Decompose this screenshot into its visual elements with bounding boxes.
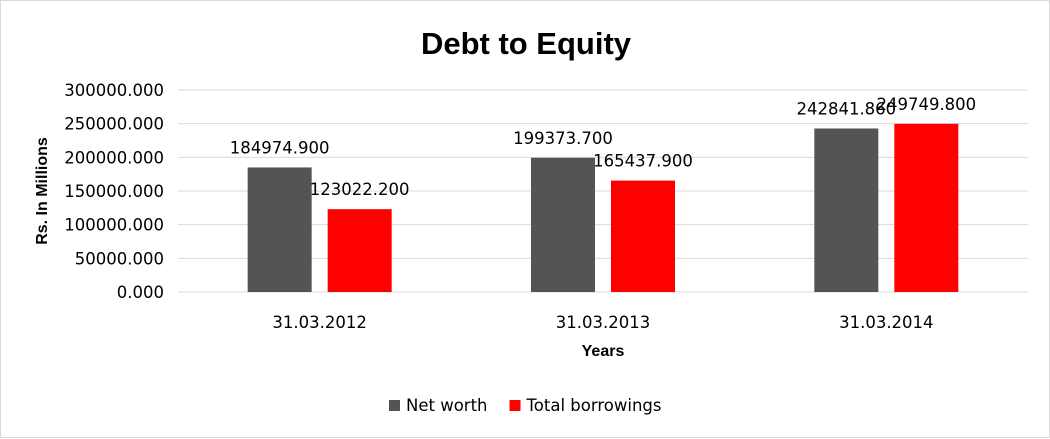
- legend-label: Total borrowings: [526, 396, 662, 415]
- y-axis-title: Rs. In Millions: [34, 137, 51, 245]
- legend-swatch: [389, 400, 400, 411]
- bar-net-worth: [814, 128, 879, 292]
- x-axis-ticks: 31.03.2012 31.03.2013 31.03.2014: [272, 313, 933, 332]
- data-label: 184974.900: [230, 138, 330, 157]
- bar-net-worth: [247, 167, 312, 292]
- data-label: 199373.700: [513, 129, 613, 148]
- gridlines: [178, 89, 1028, 293]
- bar-total-borrowings: [894, 123, 959, 292]
- y-tick-label: 100000.000: [64, 216, 164, 235]
- data-label: 249749.800: [876, 95, 976, 114]
- y-tick-label: 300000.000: [64, 81, 164, 100]
- data-label: 165437.900: [593, 152, 693, 171]
- x-tick-label: 31.03.2012: [272, 313, 366, 332]
- bar-total-borrowings: [327, 209, 392, 292]
- y-tick-label: 150000.000: [64, 182, 164, 201]
- chart-title: Debt to Equity: [421, 26, 632, 61]
- data-label: 123022.200: [310, 180, 410, 199]
- x-axis-title: Years: [582, 343, 625, 360]
- y-tick-label: 200000.000: [64, 148, 164, 167]
- y-tick-label: 0.000: [117, 283, 164, 302]
- x-tick-label: 31.03.2014: [839, 313, 933, 332]
- y-axis-ticks: 0.000 50000.000 100000.000 150000.000 200000…: [64, 81, 164, 302]
- data-labels: 184974.900 123022.200 199373.700 165437.900…: [230, 95, 976, 199]
- legend-label: Net worth: [406, 396, 488, 415]
- data-label: 242841.860: [796, 99, 896, 118]
- legend: Net worth Total borrowings: [389, 396, 661, 415]
- x-tick-label: 31.03.2013: [556, 313, 650, 332]
- y-tick-label: 250000.000: [64, 115, 164, 134]
- bars: [247, 123, 959, 292]
- legend-swatch: [509, 400, 521, 411]
- y-tick-label: 50000.000: [75, 249, 164, 268]
- bar-net-worth: [531, 157, 595, 292]
- bar-total-borrowings: [611, 180, 675, 292]
